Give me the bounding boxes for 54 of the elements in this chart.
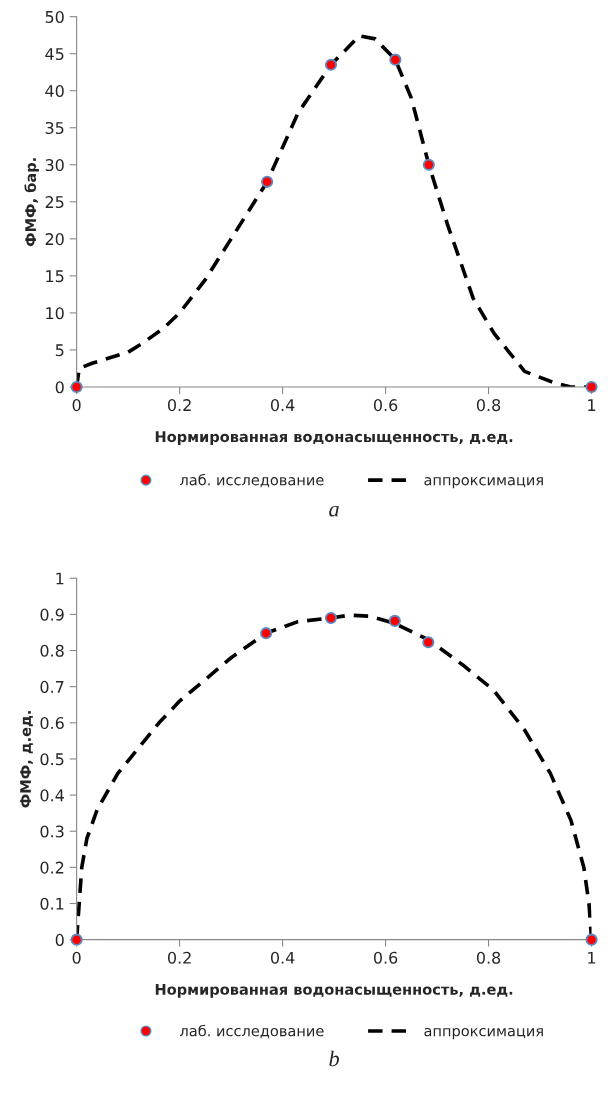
y-tick-label: 50 [45,10,64,23]
point [261,175,274,188]
x-tick-label: 0.6 [373,951,398,964]
point [324,611,338,625]
x-tick-label: 0.2 [167,951,191,964]
legend-label: лаб. исследование [180,473,324,488]
x-tick-label: 0.8 [476,399,501,412]
y-tick-label: 0.3 [40,825,64,838]
x-tick-label: 0.6 [373,399,398,412]
point [388,614,401,627]
x-tick-label: 0.4 [270,399,295,412]
x-tick-label: 0 [72,399,81,412]
legend-label: аппроксимация [424,1027,543,1040]
point [422,158,435,171]
x-axis-title: Нормированная водонасыщенность, д.ед. [155,984,513,998]
y-tick-label: 0.9 [40,608,64,621]
text: a [329,505,339,517]
y-tick-label: 0.8 [40,644,64,657]
x-tick-label: 1 [588,951,596,964]
y-tick-label: 1 [56,572,64,585]
y-tick-label: 0.4 [40,789,64,802]
y-tick-label: 0.6 [40,717,64,730]
x-tick-label: 0 [72,951,81,964]
y-tick-label: 0.2 [40,861,64,874]
point [389,53,402,66]
y-tick-label: 0.1 [40,897,64,910]
x-axis-title: Нормированная водонасыщенность, д.ед. [155,431,513,446]
text: b [329,1050,339,1067]
x-tick-label: 0.4 [270,951,295,964]
y-tick-label: 25 [45,196,64,209]
y-tick-label: 0.5 [40,753,64,766]
y-axis-title: ФМФ, д.ед. [20,711,33,808]
x-tick-label: 1 [588,399,596,411]
y-tick-label: 0.7 [40,680,64,693]
y-tick-label: 30 [45,159,64,172]
x-tick-label: 0.8 [476,951,501,964]
point [422,636,435,649]
y-tick-label: 10 [46,307,64,320]
y-axis-title: ФМФ, бар. [24,158,39,247]
y-tick-label: 20 [45,233,64,246]
point [324,58,338,71]
legend-label: лаб. исследование [180,1024,324,1039]
legend-label: аппроксимация [424,477,543,489]
point [260,627,273,640]
y-tick-label: 40 [45,84,64,98]
point [70,380,83,394]
point [585,380,598,394]
y-tick-label: 5 [55,344,64,357]
y-tick-label: 0 [55,381,64,394]
x-tick-label: 0.2 [167,399,191,412]
y-tick-label: 35 [45,121,64,135]
y-tick-label: 15 [46,270,64,283]
y-tick-label: 45 [45,48,64,60]
y-tick-label: 0 [55,933,64,946]
